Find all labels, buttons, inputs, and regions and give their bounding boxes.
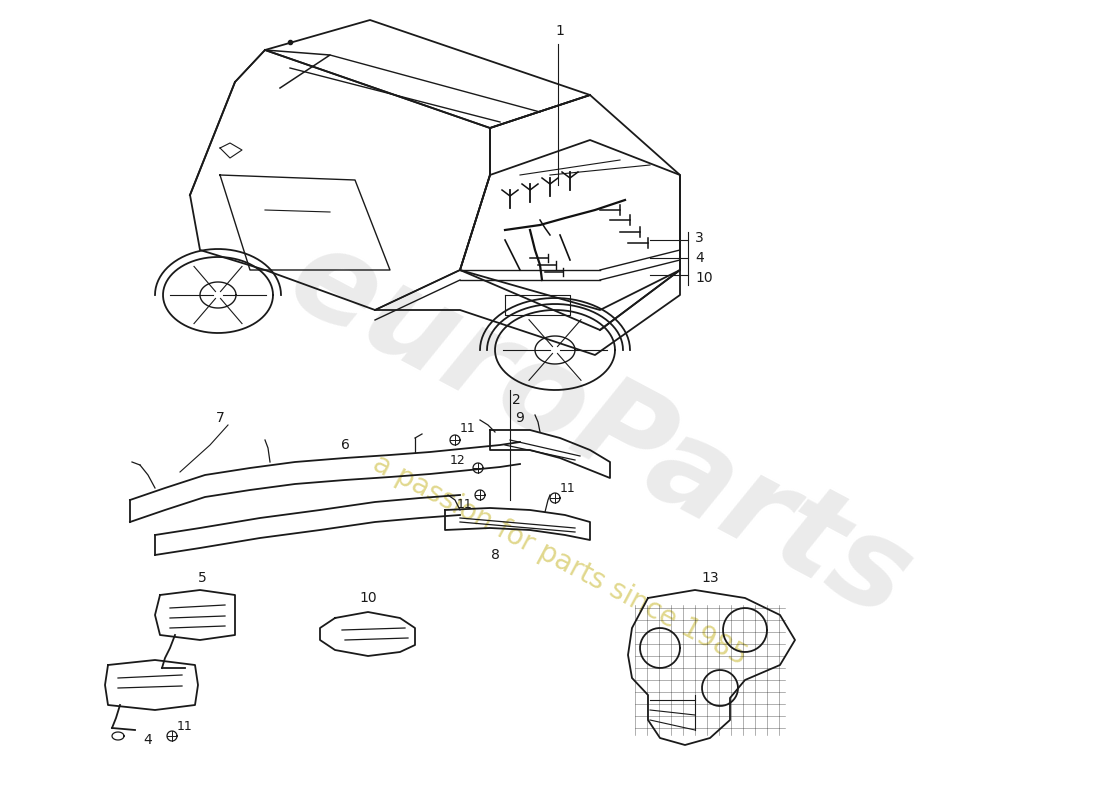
Text: euroParts: euroParts: [270, 216, 931, 644]
Text: 10: 10: [695, 271, 713, 285]
Text: 11: 11: [458, 498, 473, 511]
Text: 13: 13: [701, 571, 718, 585]
Text: 12: 12: [449, 454, 465, 466]
Text: 3: 3: [695, 231, 704, 245]
Text: 1: 1: [556, 24, 564, 38]
Text: 10: 10: [360, 591, 377, 605]
Text: 2: 2: [512, 393, 520, 407]
Text: 7: 7: [216, 411, 224, 425]
Text: 8: 8: [491, 548, 499, 562]
Text: 11: 11: [560, 482, 576, 494]
Text: 4: 4: [144, 733, 153, 747]
Text: 9: 9: [516, 411, 525, 425]
Text: 6: 6: [341, 438, 350, 452]
Text: 11: 11: [177, 719, 192, 733]
Text: 4: 4: [695, 251, 704, 265]
Text: 11: 11: [460, 422, 476, 434]
Text: a passion for parts since 1985: a passion for parts since 1985: [368, 449, 751, 671]
Text: 5: 5: [198, 571, 207, 585]
